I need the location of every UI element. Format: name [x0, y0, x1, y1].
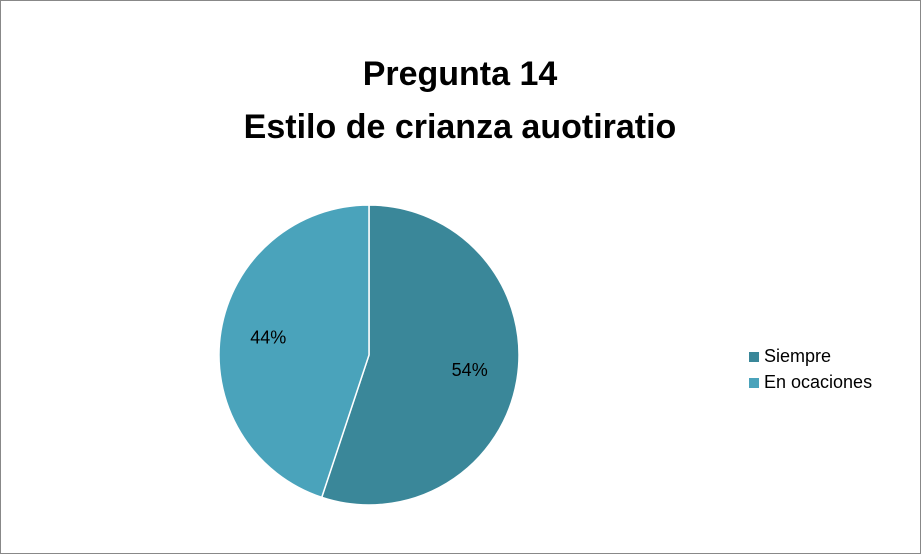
pie-slice — [320, 204, 520, 506]
data-label: 54% — [452, 360, 488, 380]
legend-label: En ocaciones — [764, 372, 872, 392]
legend-swatch — [749, 352, 759, 362]
legend-label: Siempre — [764, 346, 831, 366]
chart-title: Pregunta 14 — [363, 55, 558, 93]
data-label: 44% — [250, 327, 286, 347]
pie-slice — [218, 204, 370, 499]
chart-subtitle: Estilo de crianza auotiratio — [244, 108, 677, 146]
legend-swatch — [749, 378, 759, 388]
